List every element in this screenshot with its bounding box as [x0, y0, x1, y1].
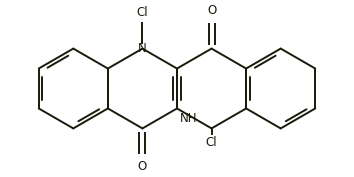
- Text: Cl: Cl: [206, 136, 217, 149]
- Text: O: O: [138, 159, 147, 173]
- Text: N: N: [138, 42, 147, 55]
- Text: O: O: [207, 4, 216, 18]
- Text: NH: NH: [180, 112, 198, 125]
- Text: Cl: Cl: [137, 6, 148, 19]
